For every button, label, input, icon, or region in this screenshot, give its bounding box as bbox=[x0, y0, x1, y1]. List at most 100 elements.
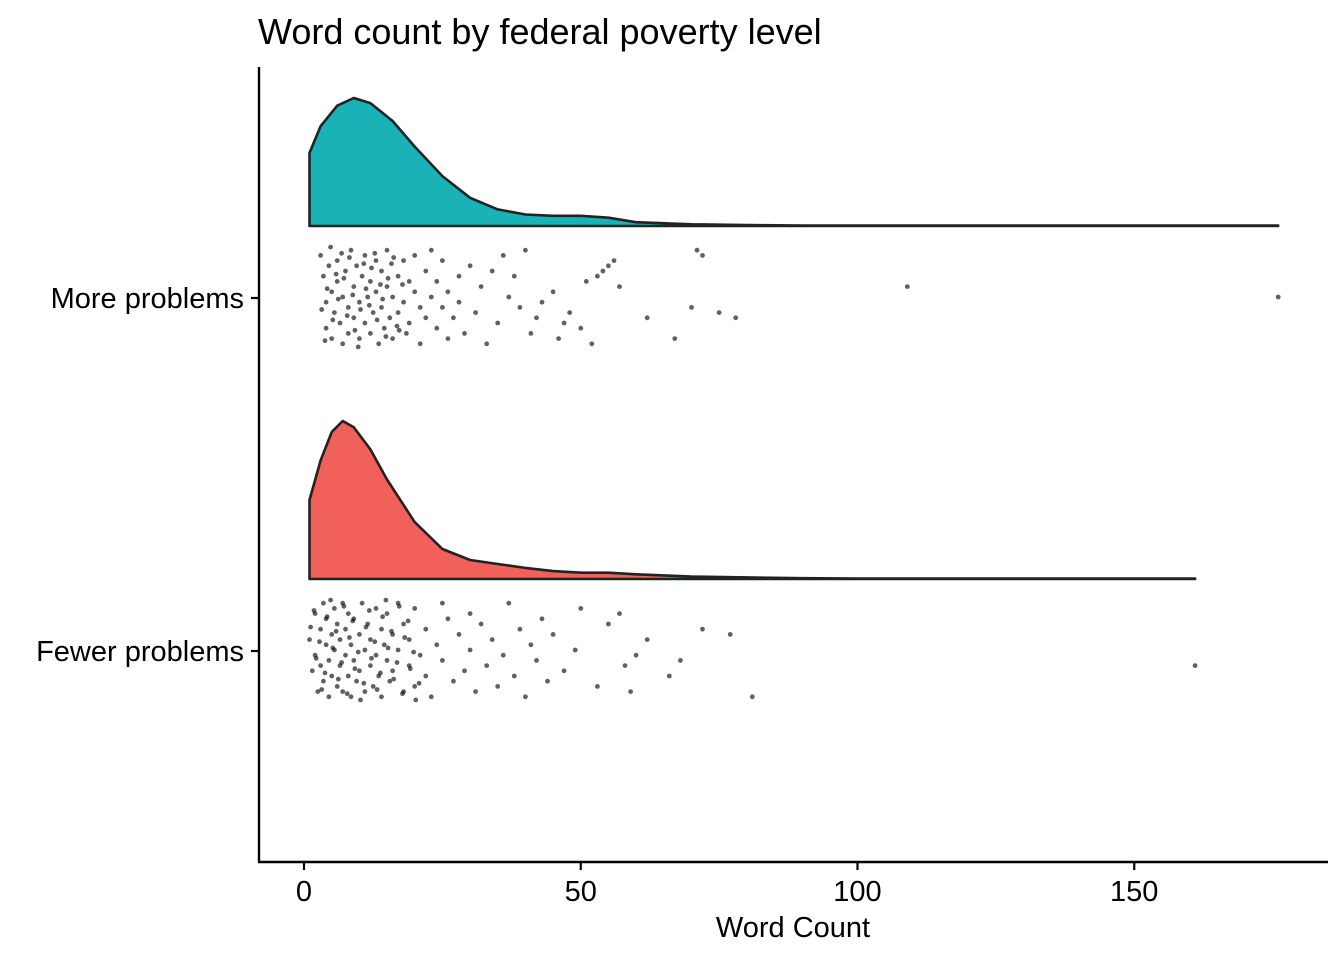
data-point-more-problems bbox=[417, 341, 423, 347]
data-point-more-problems bbox=[348, 247, 354, 253]
data-point-more-problems bbox=[556, 336, 561, 341]
data-point-more-problems bbox=[384, 247, 390, 253]
data-point-more-problems bbox=[517, 305, 523, 310]
data-point-fewer-problems bbox=[307, 637, 312, 642]
data-point-fewer-problems bbox=[495, 684, 501, 689]
data-point-fewer-problems bbox=[506, 600, 512, 606]
data-point-fewer-problems bbox=[341, 603, 347, 609]
data-point-more-problems bbox=[368, 331, 373, 336]
data-point-fewer-problems bbox=[328, 597, 333, 603]
data-point-fewer-problems bbox=[372, 639, 378, 645]
data-point-fewer-problems bbox=[362, 647, 368, 653]
data-point-more-problems bbox=[328, 244, 333, 250]
data-point-fewer-problems bbox=[394, 660, 400, 665]
data-point-fewer-problems bbox=[344, 691, 350, 697]
data-point-fewer-problems bbox=[462, 668, 467, 674]
x-tick-label: 50 bbox=[565, 876, 597, 908]
data-point-fewer-problems bbox=[337, 637, 343, 642]
data-point-more-problems bbox=[389, 261, 394, 267]
x-axis-title: Word Count bbox=[716, 912, 870, 944]
data-point-fewer-problems bbox=[550, 632, 556, 637]
data-point-more-problems bbox=[396, 327, 402, 333]
data-point-fewer-problems bbox=[381, 642, 387, 648]
data-point-fewer-problems bbox=[700, 626, 705, 632]
data-point-fewer-problems bbox=[378, 670, 383, 676]
jitter-points bbox=[307, 244, 1281, 703]
data-point-more-problems bbox=[351, 284, 357, 289]
y-tick-label: Fewer problems bbox=[36, 636, 244, 668]
data-point-fewer-problems bbox=[545, 678, 550, 684]
data-point-fewer-problems bbox=[456, 632, 462, 637]
data-point-fewer-problems bbox=[517, 626, 523, 632]
data-point-fewer-problems bbox=[467, 611, 473, 616]
data-point-more-problems bbox=[395, 273, 401, 279]
data-point-fewer-problems bbox=[666, 673, 672, 679]
data-point-more-problems bbox=[323, 299, 329, 305]
data-point-more-problems bbox=[428, 294, 434, 300]
data-point-fewer-problems bbox=[412, 684, 418, 689]
data-point-fewer-problems bbox=[345, 673, 351, 679]
data-point-more-problems bbox=[370, 310, 376, 315]
data-point-more-problems bbox=[473, 310, 478, 315]
data-point-more-problems bbox=[440, 305, 445, 310]
data-point-fewer-problems bbox=[330, 645, 336, 651]
data-point-fewer-problems bbox=[423, 673, 429, 679]
data-point-fewer-problems bbox=[358, 697, 363, 703]
data-point-more-problems bbox=[578, 325, 584, 331]
data-point-more-problems bbox=[357, 299, 362, 305]
data-point-fewer-problems bbox=[445, 616, 451, 622]
data-point-fewer-problems bbox=[395, 647, 401, 653]
data-point-fewer-problems bbox=[428, 694, 434, 700]
data-point-more-problems bbox=[489, 268, 495, 274]
data-point-more-problems bbox=[694, 247, 700, 253]
data-point-more-problems bbox=[355, 344, 361, 350]
data-point-more-problems bbox=[329, 289, 335, 295]
data-point-more-problems bbox=[611, 258, 617, 263]
data-point-more-problems bbox=[495, 320, 501, 326]
data-point-more-problems bbox=[484, 341, 490, 347]
data-point-more-problems bbox=[528, 331, 534, 336]
data-point-fewer-problems bbox=[318, 626, 323, 632]
data-point-more-problems bbox=[478, 284, 484, 289]
data-point-more-problems bbox=[374, 317, 380, 323]
data-point-fewer-problems bbox=[390, 668, 395, 674]
data-point-fewer-problems bbox=[323, 642, 329, 648]
data-point-more-problems bbox=[350, 292, 356, 298]
x-tick-label: 0 bbox=[296, 876, 312, 908]
data-point-fewer-problems bbox=[384, 658, 390, 663]
data-point-more-problems bbox=[456, 299, 462, 305]
data-point-more-problems bbox=[423, 268, 429, 274]
data-point-more-problems bbox=[365, 294, 371, 300]
data-point-more-problems bbox=[379, 268, 384, 274]
data-point-fewer-problems bbox=[355, 649, 361, 655]
data-point-fewer-problems bbox=[362, 689, 368, 694]
data-point-more-problems bbox=[366, 302, 372, 308]
data-point-fewer-problems bbox=[354, 678, 359, 684]
data-point-fewer-problems bbox=[384, 611, 390, 616]
data-point-fewer-problems bbox=[387, 678, 393, 684]
data-point-fewer-problems bbox=[622, 663, 628, 668]
data-point-more-problems bbox=[401, 299, 406, 305]
data-point-more-problems bbox=[445, 336, 451, 341]
data-point-fewer-problems bbox=[332, 606, 337, 611]
data-point-more-problems bbox=[689, 305, 694, 310]
data-point-fewer-problems bbox=[379, 694, 384, 700]
data-point-fewer-problems bbox=[348, 694, 354, 700]
y-tick-label: More problems bbox=[51, 283, 244, 315]
data-point-more-problems bbox=[1275, 294, 1281, 300]
data-point-fewer-problems bbox=[309, 668, 315, 674]
data-point-more-problems bbox=[369, 265, 374, 271]
data-point-more-problems bbox=[363, 286, 369, 292]
data-point-more-problems bbox=[406, 320, 412, 326]
data-point-fewer-problems bbox=[511, 673, 517, 679]
data-point-more-problems bbox=[383, 334, 389, 339]
data-point-more-problems bbox=[345, 331, 351, 336]
data-point-more-problems bbox=[347, 255, 352, 260]
data-point-fewer-problems bbox=[318, 663, 323, 668]
data-point-fewer-problems bbox=[339, 660, 344, 665]
data-point-more-problems bbox=[644, 315, 650, 321]
data-point-fewer-problems bbox=[352, 666, 358, 672]
data-point-fewer-problems bbox=[308, 624, 313, 630]
data-point-fewer-problems bbox=[727, 632, 733, 637]
